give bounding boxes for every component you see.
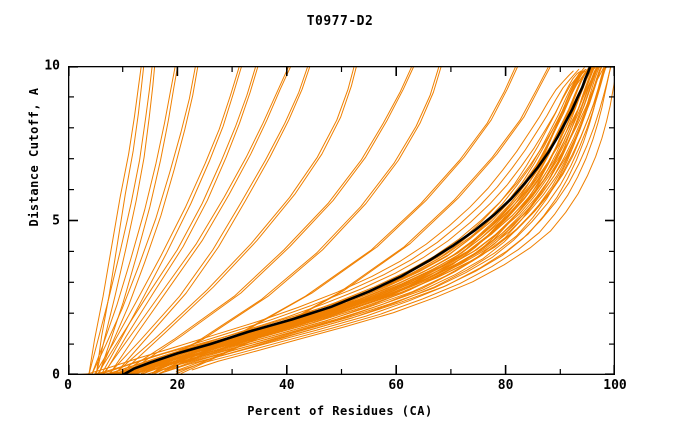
model-curve (135, 66, 598, 374)
x-tick-label: 80 (497, 378, 514, 393)
model-curve (106, 67, 585, 375)
model-curve (124, 66, 594, 375)
model-curve (128, 67, 596, 375)
axes-frame (68, 66, 615, 375)
model-curve (99, 70, 586, 375)
model-curve (98, 66, 179, 374)
model-curve (151, 67, 516, 375)
x-tick-label: 0 (64, 378, 72, 393)
model-curve (144, 66, 602, 375)
x-tick-label: 60 (388, 378, 405, 393)
model-curve (126, 66, 415, 374)
model-curve (115, 66, 311, 374)
model-curve-group (74, 66, 615, 375)
model-curve (88, 67, 153, 375)
chart-canvas (68, 66, 615, 375)
model-curve (158, 66, 519, 374)
y-tick-label: 0 (52, 367, 60, 383)
model-curve (118, 67, 412, 375)
model-curve (88, 67, 142, 375)
y-tick-label: 10 (44, 58, 60, 74)
model-curve (112, 68, 591, 375)
model-curve (91, 67, 196, 375)
model-curve (164, 66, 609, 373)
model-curve (112, 67, 355, 375)
model-curve (159, 66, 607, 374)
model-curve (122, 67, 593, 375)
model-curve (91, 67, 176, 375)
model-curve (96, 67, 256, 375)
x-tick-label: 100 (603, 378, 627, 393)
model-curve (191, 66, 615, 371)
reference-curve-group (121, 66, 592, 375)
model-curve (112, 68, 590, 375)
model-curve (164, 66, 608, 371)
model-curve (129, 67, 440, 375)
model-curve (104, 66, 259, 374)
model-curve (114, 67, 590, 375)
model-curve (107, 67, 308, 375)
x-axis-label: Percent of Residues (CA) (247, 404, 433, 418)
x-tick-label: 20 (169, 378, 186, 393)
y-tick-label: 5 (52, 213, 60, 228)
model-curve (112, 68, 590, 375)
page-title: T0977-D2 (306, 14, 374, 29)
model-curve (101, 67, 289, 375)
model-curve (90, 68, 580, 375)
model-curve (88, 70, 582, 375)
reference-curve (121, 66, 592, 375)
model-curve (93, 67, 240, 375)
model-curve (120, 66, 358, 374)
model-curve (109, 66, 292, 374)
model-curve (95, 66, 145, 374)
plot-area (68, 66, 615, 375)
model-curve (96, 70, 585, 375)
model-curve (175, 66, 613, 373)
model-curve (151, 66, 604, 374)
model-curve (98, 66, 199, 374)
x-tick-label: 40 (278, 378, 295, 393)
model-curve (95, 66, 156, 374)
model-curve (74, 70, 574, 375)
model-curve (136, 66, 442, 374)
